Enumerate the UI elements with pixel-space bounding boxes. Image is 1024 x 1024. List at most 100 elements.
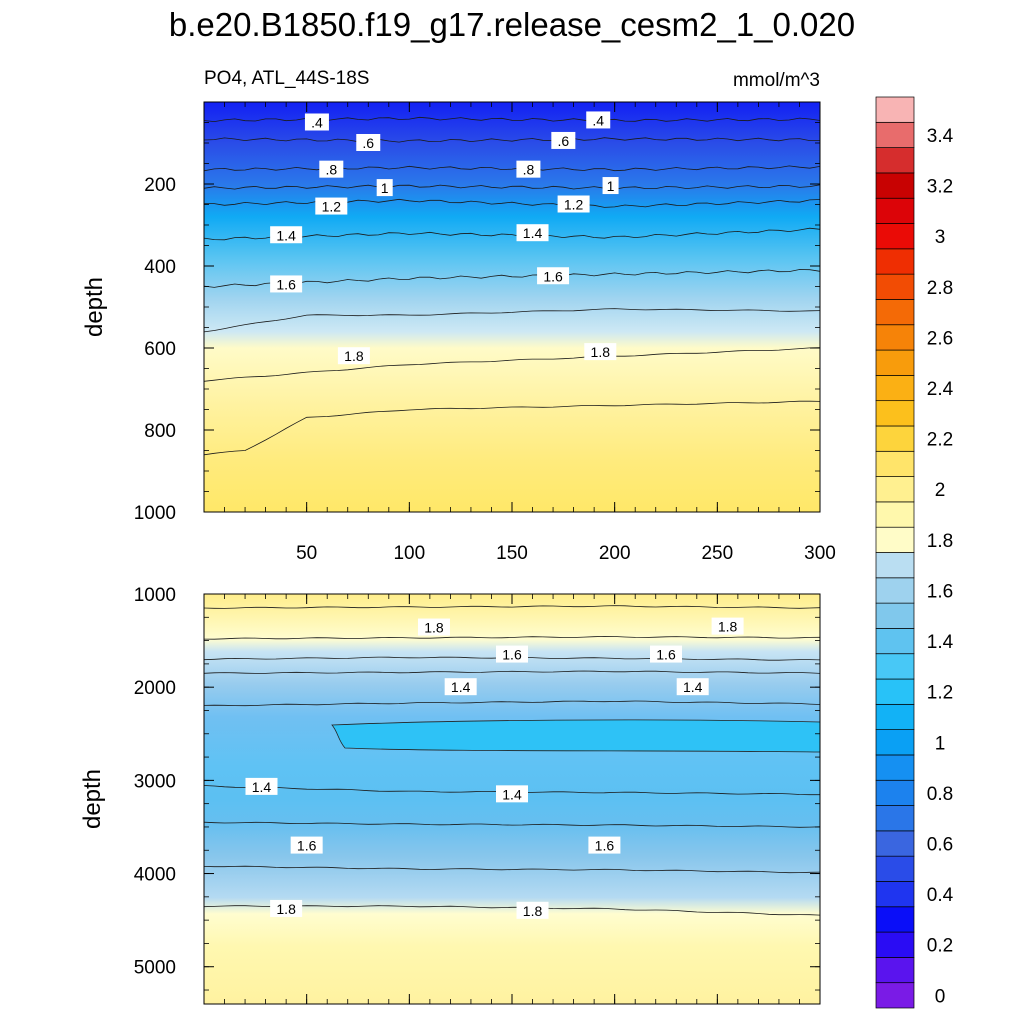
y-tick-label: 800 [144,421,176,442]
contour-label-bg [516,901,549,919]
contour-label-bg [551,131,576,149]
chart-title: b.e20.B1850.f19_g17.release_cesm2_1_0.02… [169,6,855,43]
contour-label-text: .8 [523,162,535,178]
colorbar-cell [875,299,915,326]
colorbar-cell [875,805,915,832]
colorbar-cell [875,703,915,730]
contour-label-text: 1.6 [656,647,676,663]
y-tick-label: 1000 [134,503,176,524]
colorbar-cell [875,147,915,174]
contour-label-text: 1.4 [252,779,272,795]
contour-label-text: 1.6 [595,838,615,854]
contour-label: 1.4 [245,777,278,795]
panel-upper-ylabel: depth [81,277,108,337]
colorbar-cell [875,526,915,553]
contour-label-text: .4 [592,112,604,128]
panel-upper: .4 .4 .6 .6 .8 .8 1 1 1.2 1.2 1.4 1.4 1.6 1.6 1.8 1.8 2… [81,101,836,564]
x-tick-label: 200 [599,543,631,564]
contour-label-text: 1.6 [543,268,563,284]
contour-label: 1.4 [496,785,528,803]
contour-label-bg [588,836,621,854]
colorbar-label: 1.8 [927,531,953,552]
contour-label: 1.8 [417,618,450,636]
contour-label-text: 1.6 [276,276,296,292]
colorbar-label: 0 [935,986,946,1007]
contour-label-bg [337,347,370,365]
colorbar-label: 2 [935,480,946,501]
contour-label: 1.8 [337,347,370,365]
colorbar-cell [875,653,915,680]
panel-lower-axes: 1000 2000 3000 4000 5000 [134,585,821,1004]
contour-label: .4 [304,113,329,131]
contour-line [203,865,821,874]
colorbar-cell [875,425,915,452]
contour-label-bg [315,197,348,215]
contour-label-text: .6 [557,133,569,149]
contour-label-bg [417,618,450,636]
contour-line [203,905,821,916]
panel-lower-min-core [331,719,821,753]
colorbar-cell [875,729,915,756]
contour-label-text: .4 [311,115,323,131]
colorbar-cell [875,678,915,705]
units-label: mmol/m^3 [733,70,820,91]
colorbar-label: 3.2 [927,177,953,198]
panel-lower-ylabel: depth [79,769,106,829]
contour-label-text: 1 [607,178,615,194]
contour-label-text: 1.8 [591,344,611,360]
colorbar-label: 2.8 [927,278,953,299]
contour-label-bg [676,678,709,696]
contour-label: 1.4 [516,224,549,242]
contour-label: 1.6 [496,645,528,663]
contour-label-bg [602,177,619,195]
panel-lower: 1.8 1.8 1.6 1.6 1.4 1.4 1.4 1.4 1.6 1.6 1.8 1.8 100… [79,585,821,1005]
colorbar-cell [875,248,915,275]
colorbar-cell [875,349,915,376]
contour-line [203,821,821,828]
contour-label-text: 1.8 [523,903,543,919]
contour-label: 1.4 [270,226,303,244]
colorbar-cell [875,273,915,300]
colorbar-cell [875,931,915,958]
contour-label-text: 1.4 [502,786,522,802]
colorbar-cell [875,881,915,908]
contour-label-text: .6 [362,135,374,151]
panel-upper-axes: 200 400 600 800 1000 50 100 150 200 250 300 [134,101,836,564]
contour-label: 1.6 [290,836,323,854]
contour-label-bg [245,777,278,795]
colorbar [875,96,915,1009]
contour-line [203,605,821,609]
contour-label-text: 1 [381,180,389,196]
colorbar-label: 2.6 [927,328,953,349]
contour-label: .6 [356,134,381,151]
colorbar-label: 1.2 [927,683,953,704]
contour-label-bg [584,343,617,361]
contour-label: 1.4 [444,678,477,696]
contour-label-bg [496,785,528,803]
colorbar-label: 3.4 [927,126,954,147]
colorbar-cell [875,628,915,655]
contour-label-bg [711,617,744,635]
colorbar-cell [875,450,915,477]
colorbar-cell [875,982,915,1009]
variable-subtitle: PO4, ATL_44S-18S [204,68,369,89]
contour-label: 1.6 [588,836,621,854]
contour-line [203,700,821,707]
colorbar-cell [875,96,915,123]
contour-label-bg [496,645,528,663]
contour-label-text: 1.8 [718,619,738,635]
contour-label-bg [557,195,590,213]
colorbar-label: 1.4 [927,632,954,653]
panel-upper-contour-labels: .4 .4 .6 .6 .8 .8 1 1 1.2 1.2 1.4 1.4 1.6 1.6 1.8 1.8 [270,111,619,365]
y-tick-label: 3000 [134,771,176,792]
contour-label: 1.8 [516,901,549,919]
colorbar-cell [875,552,915,579]
contour-label-bg [270,226,303,244]
colorbar-cell [875,172,915,199]
contour-label-bg [537,267,570,285]
contour-label-text: .8 [325,162,337,178]
y-tick-label: 1000 [134,585,176,606]
y-tick-label: 600 [144,339,176,360]
colorbar-cell [875,375,915,402]
contour-line [203,184,821,190]
